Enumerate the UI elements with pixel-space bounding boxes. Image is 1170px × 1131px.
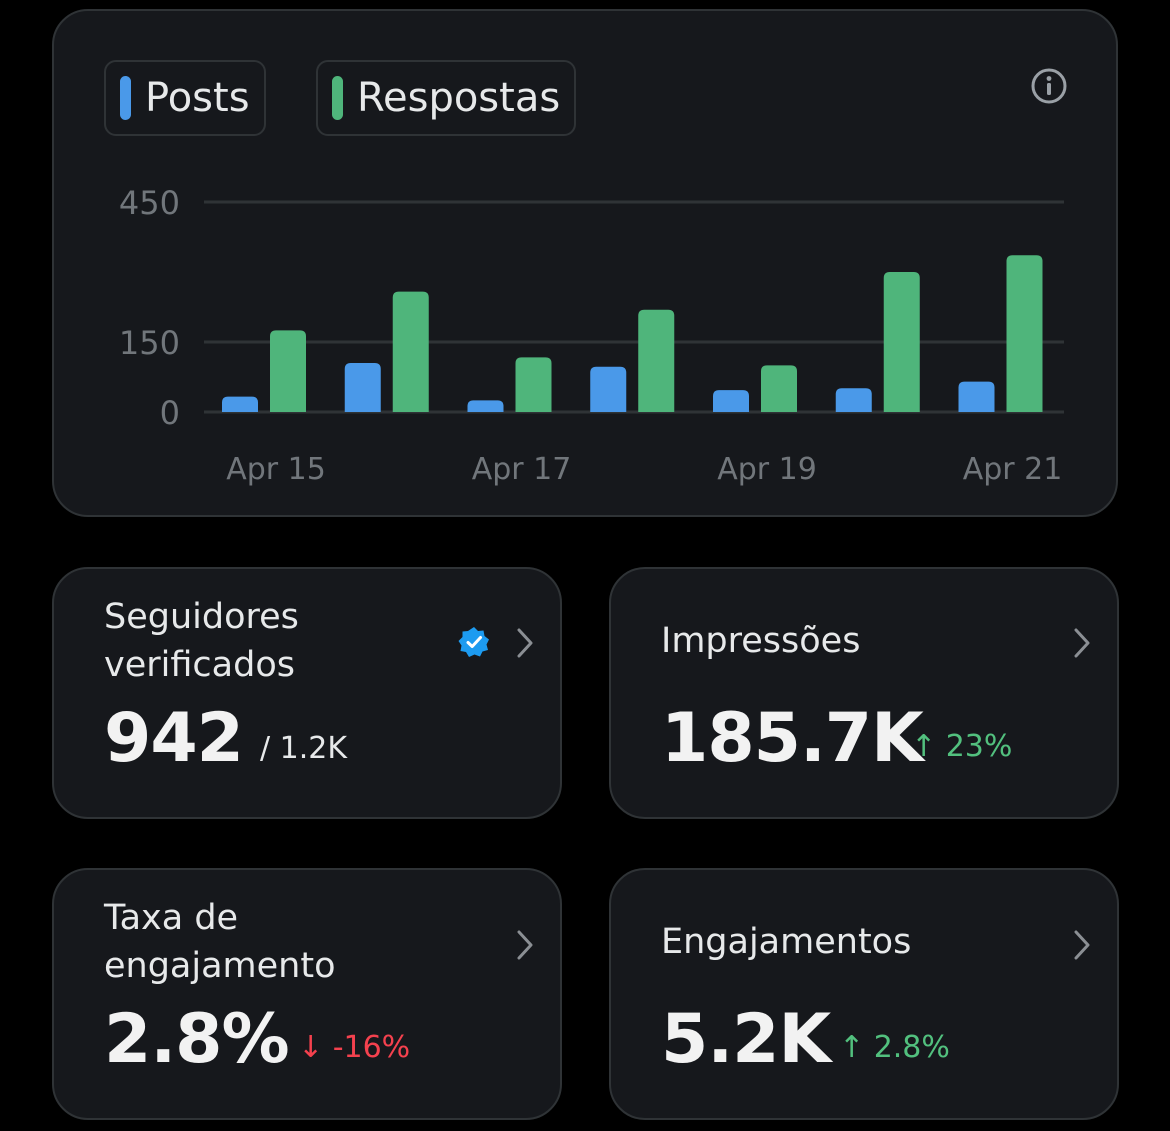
stat-delta: ↑ 23%	[911, 729, 1012, 764]
stat-sub: / 1.2K	[260, 731, 348, 766]
stat-value: 185.7K	[661, 699, 924, 778]
bar-respostas	[1006, 255, 1043, 412]
stat-delta: ↓ -16%	[298, 1030, 410, 1065]
chevron-right-icon	[517, 628, 533, 658]
arrow-down-icon: ↓	[298, 1030, 324, 1065]
arrow-up-icon: ↑	[839, 1030, 865, 1065]
stat-card-engagement-rate[interactable]: Taxa de engajamento 2.8% ↓ -16%	[52, 868, 562, 1120]
chart-card: Posts Respostas 0 150 450 Apr 15 Apr 17 Apr 1…	[52, 9, 1118, 517]
bar-posts	[590, 366, 627, 412]
bar-respostas	[270, 330, 306, 412]
stat-card-engagements[interactable]: Engajamentos 5.2K ↑ 2.8%	[609, 868, 1119, 1120]
bar-respostas	[638, 309, 675, 412]
chevron-right-icon	[1074, 930, 1090, 960]
x-tick-label: Apr 21	[963, 452, 1063, 487]
stat-card-impressions[interactable]: Impressões 185.7K ↑ 23%	[609, 567, 1119, 819]
bar-respostas	[761, 365, 797, 412]
stat-value: 942	[104, 699, 244, 778]
posts-swatch	[120, 76, 131, 120]
info-icon[interactable]	[1030, 67, 1068, 105]
bar-respostas	[392, 291, 429, 412]
chevron-right-icon	[517, 930, 533, 960]
y-tick-label: 0	[160, 394, 180, 432]
legend-respostas-label: Respostas	[357, 75, 561, 121]
x-tick-label: Apr 15	[226, 452, 326, 487]
legend-posts-label: Posts	[145, 75, 250, 121]
respostas-swatch	[332, 76, 343, 120]
bar-posts	[222, 396, 258, 412]
stat-value: 5.2K	[661, 1000, 831, 1079]
stat-delta: ↑ 2.8%	[839, 1030, 950, 1065]
bar-posts	[835, 388, 872, 412]
bar-posts	[958, 381, 995, 412]
x-tick-label: Apr 19	[717, 452, 817, 487]
stat-title: Engajamentos	[661, 922, 912, 962]
bar-posts	[467, 400, 504, 412]
arrow-up-icon: ↑	[911, 729, 937, 764]
stat-title: Taxa de engajamento	[104, 898, 336, 986]
verified-badge-icon	[458, 627, 489, 657]
bar-respostas	[515, 357, 552, 412]
chevron-right-icon	[1074, 628, 1090, 658]
bar-chart: 0 150 450 Apr 15 Apr 17 Apr 19 Apr 21	[119, 184, 1064, 487]
bar-respostas	[883, 272, 920, 412]
stat-title: Impressões	[661, 621, 861, 661]
x-tick-label: Apr 17	[472, 452, 572, 487]
stat-title: Seguidores verificados	[104, 597, 299, 685]
legend-posts[interactable]: Posts	[104, 60, 266, 136]
bar-posts	[713, 390, 749, 412]
bar-posts	[344, 363, 381, 412]
stat-value: 2.8%	[104, 1000, 290, 1079]
stat-card-verified-followers[interactable]: Seguidores verificados 942 / 1.2K	[52, 567, 562, 819]
delta-value: 23%	[945, 729, 1013, 764]
y-tick-label: 150	[119, 324, 180, 362]
delta-value: -16%	[332, 1030, 411, 1065]
legend-respostas[interactable]: Respostas	[316, 60, 577, 136]
delta-value: 2.8%	[873, 1030, 950, 1065]
y-tick-label: 450	[119, 184, 180, 222]
